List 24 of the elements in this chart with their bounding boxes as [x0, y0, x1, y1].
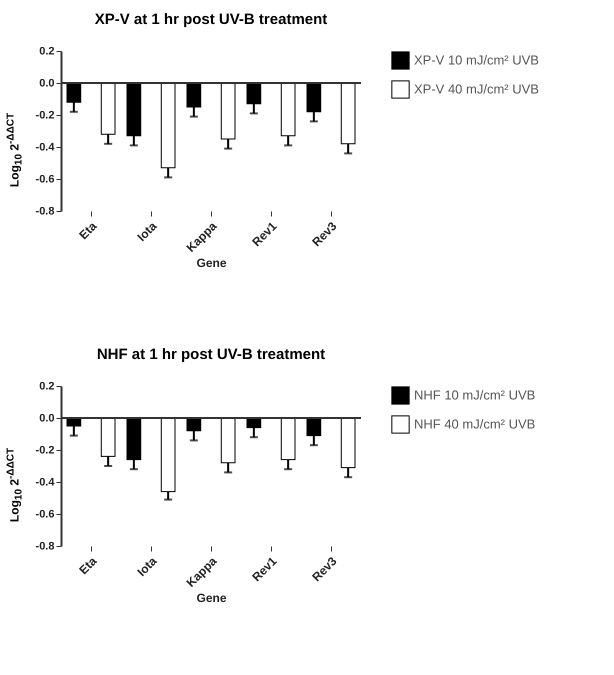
y-tick-label: -0.4	[36, 476, 56, 488]
y-tick-label: 0.2	[39, 380, 54, 392]
chart-title: NHF at 1 hr post UV-B treatment	[96, 346, 326, 363]
legend-label: NHF 10 mJ/cm² UVB	[414, 388, 536, 402]
legend-label: NHF 40 mJ/cm² UVB	[414, 416, 536, 432]
x-tick-label: Eta	[76, 218, 100, 242]
y-tick-label: -0.2	[36, 444, 54, 456]
legend-label: XP-V 10 mJ/cm² UVB	[414, 52, 539, 68]
y-tick-label: -0.8	[36, 540, 54, 552]
x-axis-title: Gene	[196, 256, 227, 270]
y-tick-label: 0.2	[39, 46, 54, 58]
legend-label: XP-V 40 mJ/cm² UVB	[414, 82, 539, 96]
y-tick-label: 0.0	[39, 78, 54, 90]
y-tick-label: 0.0	[39, 412, 54, 424]
y-tick-label: -0.2	[36, 110, 54, 122]
x-tick-label: Eta	[76, 554, 100, 578]
y-tick-label: -0.4	[36, 142, 56, 154]
y-tick-label: -0.6	[36, 174, 54, 186]
y-tick-label: -0.8	[36, 206, 54, 218]
x-tick-label: Iota	[134, 218, 160, 244]
x-axis-title: Gene	[196, 591, 227, 606]
chart-title: XP-V at 1 hr post UV-B treatment	[94, 11, 328, 28]
y-tick-label: -0.6	[36, 508, 54, 520]
x-tick-label: Iota	[134, 554, 160, 580]
